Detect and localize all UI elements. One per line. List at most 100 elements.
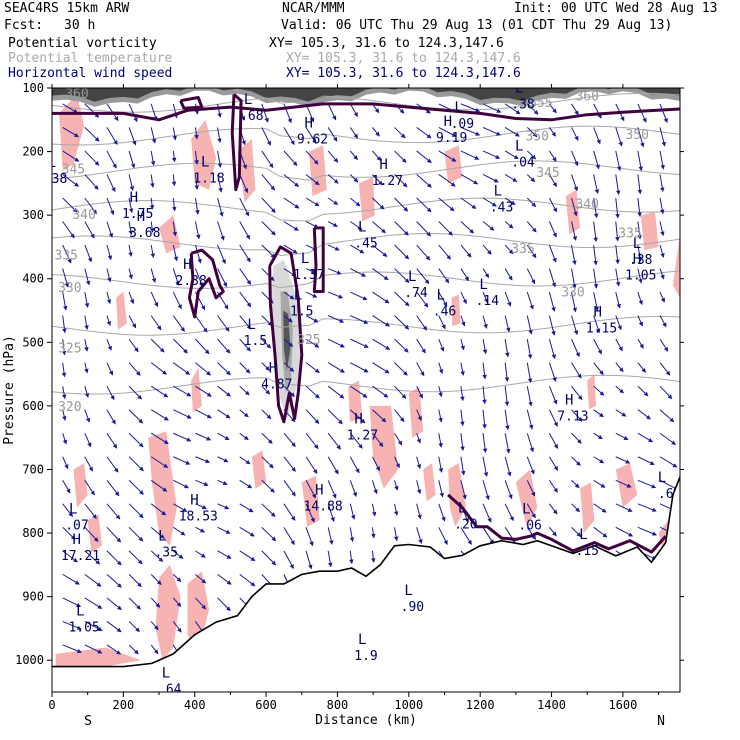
wind-vector: [305, 127, 317, 144]
wind-vector: [438, 174, 456, 187]
wind-vector: [416, 480, 422, 495]
wind-vector: [416, 127, 432, 139]
wind-vector: [62, 244, 72, 264]
wind-vector: [393, 527, 399, 542]
wind-vector: [593, 244, 598, 266]
wind-vector: [305, 385, 320, 399]
theta-contour-335: [52, 232, 680, 257]
extremum-value: 17.21: [61, 549, 100, 564]
wind-vector: [394, 338, 409, 353]
wind-vector: [194, 221, 201, 240]
wind-vector: [394, 409, 405, 423]
wind-vector: [349, 527, 355, 543]
extremum-value: 1.75: [122, 207, 153, 222]
wind-vector: [571, 315, 579, 336]
wind-vector: [593, 127, 601, 145]
wind-vector: [106, 221, 114, 238]
wind-vector: [637, 174, 643, 195]
wind-vector: [571, 150, 579, 167]
wind-vector: [217, 526, 231, 534]
wind-vector: [349, 103, 358, 118]
wind-vector: [416, 433, 421, 444]
wind-vector: [549, 527, 557, 537]
wind-vector: [438, 268, 450, 284]
theta-contour-350: [52, 125, 680, 146]
wind-vector: [482, 456, 489, 477]
wind-vector: [173, 362, 191, 375]
wind-vector: [239, 479, 253, 489]
wind-vector: [372, 221, 386, 234]
wind-vector: [128, 385, 143, 400]
wind-vector: [526, 433, 535, 453]
wind-vector: [261, 103, 269, 123]
extremum-value: .14: [476, 294, 500, 309]
extremum-H: H: [565, 392, 573, 408]
wind-vector: [261, 174, 275, 191]
pv-shading: [580, 482, 595, 534]
wind-vector: [217, 597, 231, 612]
extremum-L: L: [247, 317, 255, 333]
wind-vector: [526, 103, 539, 115]
extremum-value: .38: [629, 253, 652, 268]
wind-vector: [548, 456, 559, 471]
wind-vector: [283, 550, 294, 570]
wind-vector: [637, 479, 657, 489]
contour-labels: 360 355 360 350 350 345 345 340 340 335 335 335 330 3…: [52, 88, 674, 692]
wind-vector: [416, 244, 431, 261]
pv-contours: [52, 93, 680, 554]
wind-vector: [128, 315, 137, 329]
extremum-value: .09: [451, 117, 474, 132]
wind-vector: [217, 479, 228, 486]
pv-contour-1.5: [312, 226, 325, 293]
field-name-wind: Horizontal wind speed: [8, 66, 173, 81]
start-direction-label: S: [84, 714, 92, 729]
wind-vector: [659, 315, 667, 328]
wind-vector: [195, 385, 212, 397]
wind-vector: [504, 150, 519, 160]
extremum-value: 4.87: [261, 377, 292, 392]
wind-vector: [128, 456, 144, 472]
wind-vector: [416, 503, 422, 520]
wind-vector: [327, 174, 339, 184]
wind-vector: [349, 174, 359, 183]
wind-vector: [106, 526, 122, 543]
wind-vector: [416, 527, 423, 545]
extremum-L: L: [69, 502, 77, 518]
pv-shading: [116, 291, 127, 330]
wind-vector: [128, 291, 135, 305]
wind-vector: [327, 385, 345, 399]
wind-vector: [416, 456, 422, 470]
wind-vector: [593, 103, 602, 119]
wind-vector: [482, 362, 487, 380]
wind-vector: [283, 338, 294, 347]
wind-vector: [128, 597, 141, 610]
wind-vector: [350, 244, 365, 254]
wind-vector: [394, 362, 408, 376]
wind-vector: [460, 433, 465, 452]
extremum-value: .46: [433, 304, 456, 319]
wind-vector: [173, 526, 186, 536]
wind-vector: [548, 385, 558, 405]
wind-vector: [482, 315, 488, 329]
extremum-L: L: [522, 502, 530, 518]
pv-shading: [191, 367, 202, 413]
extremum-H: H: [354, 411, 362, 427]
pv-shading: [237, 138, 256, 203]
wind-vector: [504, 244, 514, 255]
wind-vector: [128, 244, 133, 257]
wind-vector: [106, 574, 122, 588]
wind-vector: [460, 126, 481, 136]
wind-vector: [526, 150, 537, 160]
wind-vector: [62, 197, 78, 213]
pv-contour-1.5: [230, 93, 243, 192]
wind-vector: [504, 315, 511, 333]
wind-vector: [305, 197, 320, 207]
wind-vector: [84, 127, 100, 142]
wind-vector: [504, 339, 510, 358]
wind-vector: [615, 362, 624, 373]
theta-label: 360: [575, 90, 598, 105]
wind-vector: [350, 338, 369, 348]
wind-vector: [84, 315, 89, 330]
wind-vector: [84, 550, 101, 565]
theta-label: 355: [529, 96, 552, 111]
